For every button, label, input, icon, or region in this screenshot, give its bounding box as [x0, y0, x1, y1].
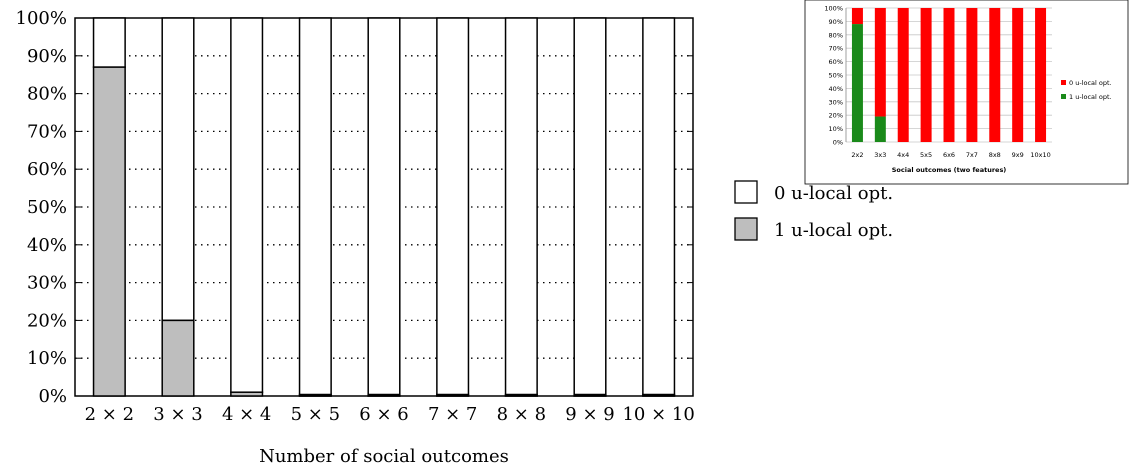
- y-tick-label: 90%: [27, 46, 67, 67]
- inset-x-axis-title: Social outcomes (two features): [892, 166, 1007, 174]
- inset-y-tick-label: 40%: [829, 85, 843, 93]
- inset-legend-swatch: [1061, 94, 1066, 99]
- inset-y-tick-label: 100%: [824, 5, 843, 13]
- legend-label: 0 u-local opt.: [774, 183, 893, 204]
- y-tick-label: 60%: [27, 159, 67, 180]
- x-tick-label: 10 × 10: [622, 404, 694, 425]
- inset-y-tick-label: 90%: [829, 18, 843, 26]
- x-axis-title: Number of social outcomes: [259, 446, 509, 467]
- inset-x-tick-label: 5x5: [920, 151, 932, 159]
- inset-bar-0-u-local-4: [943, 8, 955, 142]
- y-tick-label: 50%: [27, 197, 67, 218]
- inset-x-tick-label: 9x9: [1012, 151, 1024, 159]
- inset-y-tick-label: 50%: [829, 72, 843, 80]
- inset-y-tick-label: 20%: [829, 112, 843, 120]
- bar-1-u-local-1: [161, 319, 195, 397]
- inset-x-tick-label: 3x3: [874, 151, 886, 159]
- inset-bar-0-u-local-8: [1035, 8, 1047, 142]
- inset-bar-1-u-local-0: [851, 24, 863, 142]
- y-tick-label: 70%: [27, 121, 67, 142]
- inset-x-tick-label: 7x7: [966, 151, 978, 159]
- inset-bar-0-u-local-2: [897, 8, 909, 142]
- bar-0-u-local-4: [367, 17, 401, 397]
- inset-legend-swatch: [1061, 80, 1066, 85]
- bar-0-u-local-0: [92, 17, 126, 68]
- legend-swatch: [734, 180, 758, 204]
- bar-1-u-local-0: [92, 66, 126, 397]
- inset-legend-label: 0 u-local opt.: [1069, 79, 1112, 87]
- inset-bar-0-u-local-7: [1012, 8, 1024, 142]
- x-tick-label: 8 × 8: [497, 404, 546, 425]
- y-tick-label: 40%: [27, 235, 67, 256]
- y-tick-label: 10%: [27, 348, 67, 369]
- bar-1-u-local-8: [642, 393, 676, 397]
- inset-x-tick-label: 10x10: [1030, 151, 1050, 159]
- inset-bar-0-u-local-1: [874, 8, 886, 117]
- bar-0-u-local-1: [161, 17, 195, 322]
- inset-x-tick-label: 6x6: [943, 151, 955, 159]
- x-tick-label: 2 × 2: [85, 404, 134, 425]
- bar-0-u-local-5: [436, 17, 470, 397]
- x-tick-label: 7 × 7: [428, 404, 477, 425]
- inset-x-tick-label: 4x4: [897, 151, 909, 159]
- inset-bar-0-u-local-0: [851, 8, 863, 25]
- x-tick-label: 5 × 5: [291, 404, 340, 425]
- inset-y-tick-label: 0%: [833, 139, 843, 147]
- y-tick-label: 0%: [38, 386, 67, 407]
- inset-y-tick-label: 60%: [829, 58, 843, 66]
- bar-0-u-local-7: [573, 17, 607, 397]
- bar-1-u-local-7: [573, 393, 607, 397]
- bar-0-u-local-3: [298, 17, 332, 397]
- inset-chart: 0% 10% 20% 30% 40% 50% 60% 70% 80% 90% 100% 2x2 3x3 4…: [804, 0, 1129, 185]
- bar-1-u-local-4: [367, 393, 401, 397]
- x-tick-label: 9 × 9: [565, 404, 614, 425]
- inset-x-tick-label: 2x2: [851, 151, 863, 159]
- bar-1-u-local-3: [298, 393, 332, 397]
- inset-legend-label: 1 u-local opt.: [1069, 93, 1112, 101]
- inset-bar-0-u-local-6: [989, 8, 1001, 142]
- x-tick-label: 3 × 3: [153, 404, 202, 425]
- bar-1-u-local-6: [504, 393, 538, 397]
- inset-bar-0-u-local-5: [966, 8, 978, 142]
- x-tick-label: 4 × 4: [222, 404, 271, 425]
- y-tick-label: 100%: [16, 8, 67, 29]
- bar-0-u-local-6: [504, 17, 538, 397]
- inset-x-tick-label: 8x8: [989, 151, 1001, 159]
- inset-bar-0-u-local-3: [920, 8, 932, 142]
- legend-swatch: [734, 217, 758, 241]
- x-tick-label: 6 × 6: [359, 404, 408, 425]
- bar-0-u-local-8: [642, 17, 676, 397]
- bar-1-u-local-5: [436, 393, 470, 397]
- y-tick-label: 80%: [27, 84, 67, 105]
- inset-bar-1-u-local-1: [874, 116, 886, 142]
- legend-label: 1 u-local opt.: [774, 220, 893, 241]
- inset-y-tick-label: 80%: [829, 31, 843, 39]
- inset-y-tick-label: 30%: [829, 98, 843, 106]
- y-tick-label: 30%: [27, 273, 67, 294]
- inset-y-tick-label: 10%: [829, 125, 843, 133]
- y-tick-label: 20%: [27, 310, 67, 331]
- bar-1-u-local-2: [230, 391, 264, 397]
- inset-y-tick-label: 70%: [829, 45, 843, 53]
- bar-0-u-local-2: [230, 17, 264, 393]
